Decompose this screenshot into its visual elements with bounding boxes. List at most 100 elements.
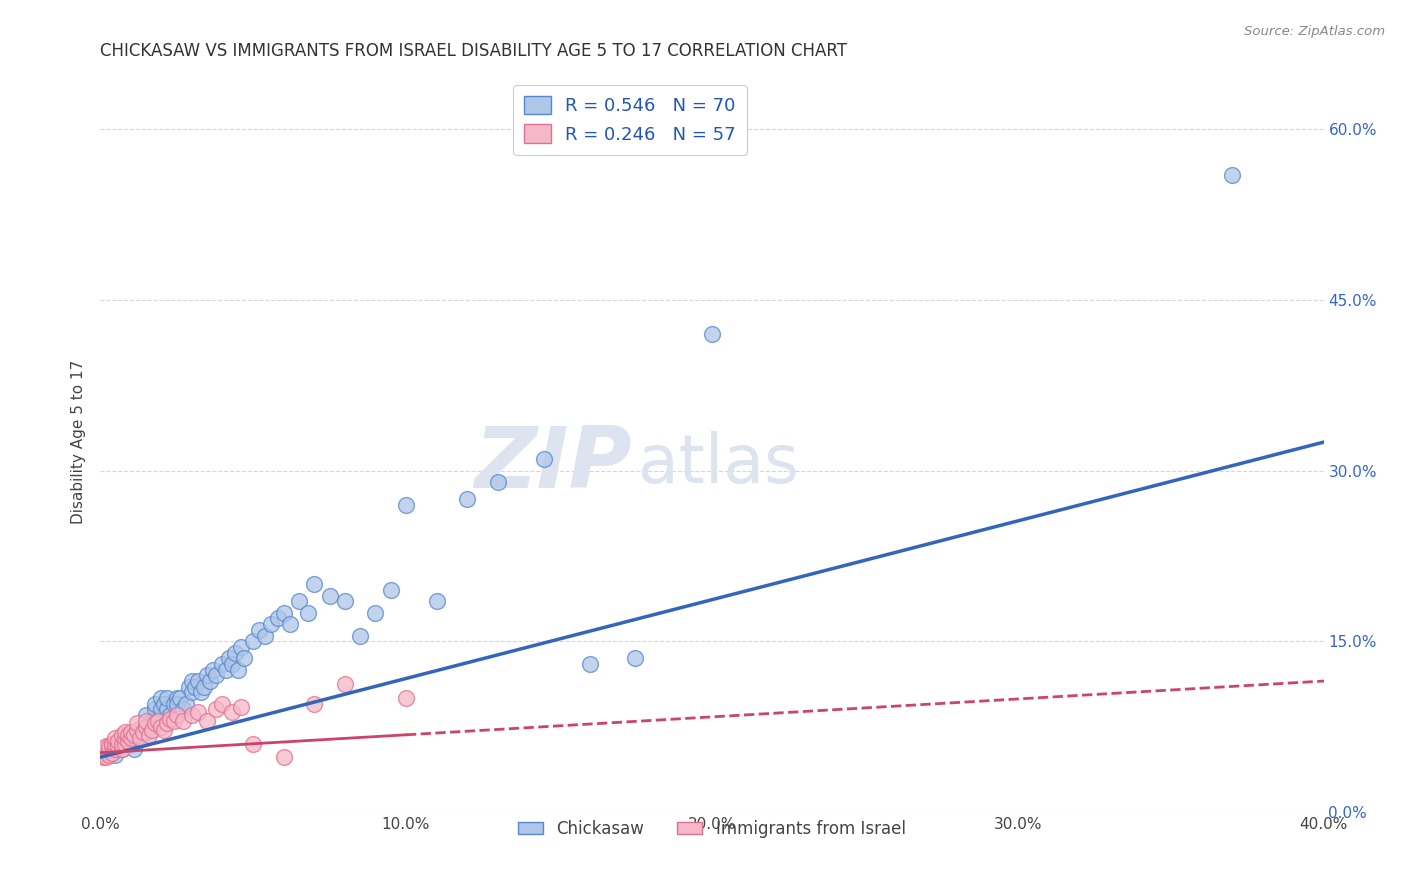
Point: [98, 742, 121, 756]
Point: [302, 697, 325, 711]
Point: [172, 714, 194, 728]
Point: [218, 651, 240, 665]
Point: [114, 725, 136, 739]
Point: [221, 705, 243, 719]
Point: [141, 723, 163, 737]
Point: [380, 582, 402, 597]
Point: [132, 725, 155, 739]
Point: [273, 606, 295, 620]
Point: [122, 727, 145, 741]
Point: [205, 668, 228, 682]
Point: [221, 657, 243, 671]
Point: [254, 628, 277, 642]
Point: [349, 628, 371, 642]
Point: [104, 737, 127, 751]
Point: [114, 737, 136, 751]
Point: [395, 691, 418, 706]
Point: [180, 674, 202, 689]
Point: [138, 727, 160, 741]
Point: [117, 734, 139, 748]
Point: [120, 737, 142, 751]
Point: [135, 720, 157, 734]
Text: CHICKASAW VS IMMIGRANTS FROM ISRAEL DISABILITY AGE 5 TO 17 CORRELATION CHART: CHICKASAW VS IMMIGRANTS FROM ISRAEL DISA…: [100, 42, 848, 60]
Point: [110, 742, 132, 756]
Point: [98, 739, 121, 753]
Point: [162, 714, 184, 728]
Point: [364, 606, 387, 620]
Point: [229, 700, 252, 714]
Point: [89, 747, 111, 762]
Point: [143, 697, 166, 711]
Point: [172, 702, 194, 716]
Point: [101, 739, 124, 753]
Point: [101, 737, 124, 751]
Point: [190, 685, 212, 699]
Point: [205, 702, 228, 716]
Point: [177, 680, 200, 694]
Point: [128, 725, 150, 739]
Point: [135, 725, 157, 739]
Point: [143, 702, 166, 716]
Point: [578, 657, 600, 671]
Point: [159, 712, 181, 726]
Point: [110, 727, 132, 741]
Point: [114, 731, 136, 745]
Point: [96, 739, 118, 753]
Point: [156, 691, 179, 706]
Point: [214, 663, 236, 677]
Point: [1220, 168, 1243, 182]
Point: [159, 708, 181, 723]
Point: [91, 750, 114, 764]
Point: [395, 498, 418, 512]
Point: [226, 663, 249, 677]
Point: [333, 677, 356, 691]
Point: [195, 714, 218, 728]
Point: [426, 594, 449, 608]
Point: [297, 606, 319, 620]
Point: [273, 750, 295, 764]
Point: [141, 714, 163, 728]
Point: [242, 634, 264, 648]
Point: [98, 747, 121, 762]
Point: [122, 742, 145, 756]
Point: [202, 663, 225, 677]
Point: [150, 702, 173, 716]
Point: [232, 651, 254, 665]
Point: [184, 680, 207, 694]
Point: [278, 617, 301, 632]
Point: [107, 739, 129, 753]
Point: [104, 731, 127, 745]
Point: [266, 611, 288, 625]
Point: [148, 714, 170, 728]
Point: [624, 651, 647, 665]
Point: [110, 737, 132, 751]
Text: Source: ZipAtlas.com: Source: ZipAtlas.com: [1244, 25, 1385, 38]
Point: [180, 708, 202, 723]
Point: [533, 452, 555, 467]
Point: [229, 640, 252, 654]
Point: [150, 720, 173, 734]
Point: [143, 716, 166, 731]
Point: [148, 714, 170, 728]
Point: [91, 746, 114, 760]
Y-axis label: Disability Age 5 to 17: Disability Age 5 to 17: [72, 360, 86, 524]
Point: [110, 742, 132, 756]
Point: [125, 731, 148, 745]
Text: atlas: atlas: [638, 432, 800, 498]
Point: [318, 589, 340, 603]
Legend: Chickasaw, Immigrants from Israel: Chickasaw, Immigrants from Israel: [512, 813, 912, 844]
Point: [120, 731, 142, 745]
Point: [153, 723, 176, 737]
Point: [153, 697, 176, 711]
Point: [101, 746, 124, 760]
Point: [224, 646, 246, 660]
Point: [120, 731, 142, 745]
Point: [200, 674, 222, 689]
Point: [174, 697, 197, 711]
Text: ZIP: ZIP: [475, 423, 633, 506]
Point: [96, 742, 118, 756]
Point: [302, 577, 325, 591]
Point: [700, 327, 723, 342]
Point: [120, 725, 142, 739]
Point: [333, 594, 356, 608]
